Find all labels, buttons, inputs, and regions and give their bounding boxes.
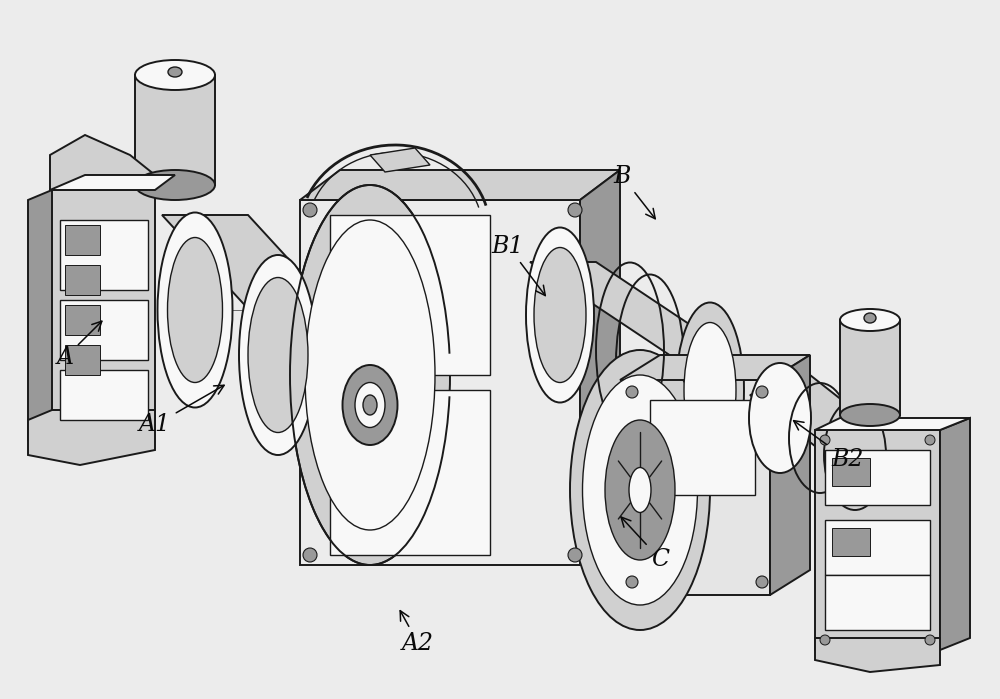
Ellipse shape [303, 548, 317, 562]
Ellipse shape [526, 227, 594, 403]
Text: A2: A2 [400, 611, 434, 654]
Ellipse shape [168, 238, 222, 382]
Ellipse shape [135, 60, 215, 90]
Polygon shape [530, 262, 746, 362]
Ellipse shape [925, 435, 935, 445]
Ellipse shape [342, 365, 398, 445]
Polygon shape [840, 320, 900, 415]
Polygon shape [135, 75, 215, 185]
Text: B2: B2 [794, 421, 864, 471]
Ellipse shape [756, 386, 768, 398]
Ellipse shape [568, 203, 582, 217]
Ellipse shape [864, 313, 876, 323]
Text: A: A [56, 322, 102, 369]
Ellipse shape [676, 303, 744, 477]
Ellipse shape [239, 255, 317, 455]
Ellipse shape [248, 278, 308, 433]
Polygon shape [650, 400, 755, 495]
Ellipse shape [629, 468, 651, 512]
Ellipse shape [925, 635, 935, 645]
Ellipse shape [820, 435, 830, 445]
Ellipse shape [820, 635, 830, 645]
Ellipse shape [568, 548, 582, 562]
Ellipse shape [135, 170, 215, 200]
Polygon shape [370, 148, 430, 172]
Polygon shape [28, 190, 52, 440]
Polygon shape [65, 225, 100, 255]
Text: A1: A1 [139, 385, 224, 436]
Polygon shape [50, 135, 155, 190]
Polygon shape [300, 170, 620, 200]
Polygon shape [825, 450, 930, 505]
Polygon shape [580, 170, 620, 565]
Polygon shape [60, 370, 148, 420]
Ellipse shape [684, 322, 736, 458]
Polygon shape [832, 528, 870, 556]
Polygon shape [815, 430, 940, 650]
Ellipse shape [305, 220, 435, 530]
Ellipse shape [303, 203, 317, 217]
Polygon shape [825, 575, 930, 630]
Ellipse shape [363, 395, 377, 415]
Polygon shape [620, 380, 770, 595]
Text: B: B [613, 165, 655, 219]
Polygon shape [825, 520, 930, 575]
Polygon shape [620, 355, 810, 380]
Polygon shape [50, 190, 155, 430]
Polygon shape [60, 300, 148, 360]
Ellipse shape [355, 382, 385, 428]
Ellipse shape [534, 247, 586, 382]
Polygon shape [832, 458, 870, 486]
Ellipse shape [840, 309, 900, 331]
Polygon shape [330, 390, 490, 555]
Ellipse shape [626, 386, 638, 398]
Text: C: C [621, 517, 669, 570]
Polygon shape [60, 220, 148, 290]
Ellipse shape [749, 363, 811, 473]
Polygon shape [750, 375, 880, 450]
Polygon shape [162, 215, 383, 362]
Ellipse shape [570, 350, 710, 630]
Polygon shape [65, 305, 100, 335]
Polygon shape [330, 215, 490, 375]
Ellipse shape [756, 576, 768, 588]
Polygon shape [50, 175, 175, 190]
Ellipse shape [840, 404, 900, 426]
Ellipse shape [290, 185, 450, 565]
Ellipse shape [168, 67, 182, 77]
Polygon shape [65, 265, 100, 295]
Polygon shape [770, 355, 810, 595]
Ellipse shape [582, 375, 698, 605]
Polygon shape [815, 418, 970, 430]
Polygon shape [815, 638, 940, 672]
Text: B1: B1 [492, 235, 545, 296]
Ellipse shape [626, 576, 638, 588]
Polygon shape [65, 345, 100, 375]
Polygon shape [28, 410, 155, 465]
Polygon shape [940, 418, 970, 650]
Ellipse shape [158, 212, 232, 408]
Ellipse shape [824, 400, 886, 510]
Ellipse shape [605, 420, 675, 560]
